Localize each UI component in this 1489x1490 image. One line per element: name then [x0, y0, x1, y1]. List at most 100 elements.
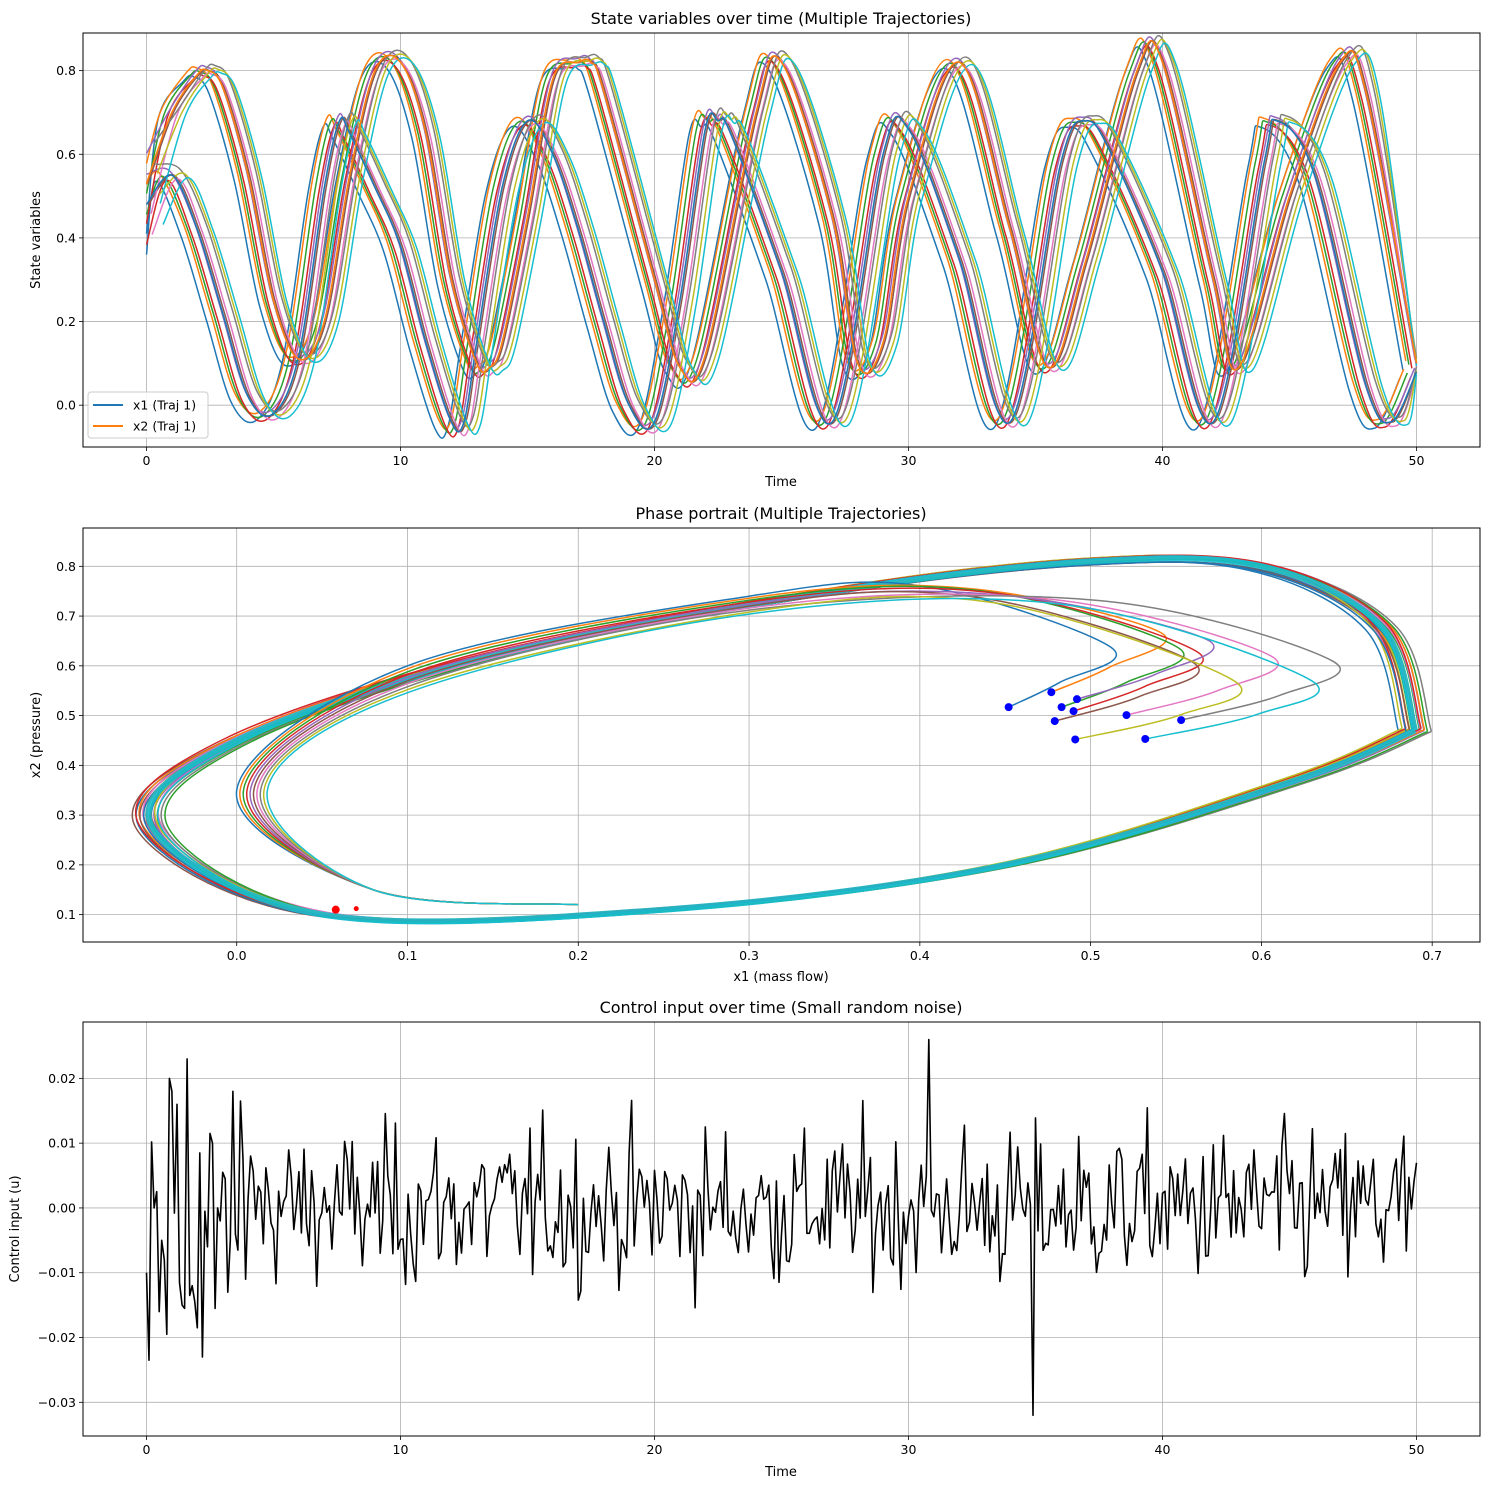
limit-cycle-line [157, 557, 1407, 921]
x-tick-label: 50 [1409, 453, 1425, 468]
x-tick-label: 0 [143, 1442, 151, 1457]
trajectory-2-x1-line [145, 109, 1405, 431]
control-input-chart: Control input over time (Small random no… [8, 998, 1481, 1480]
x-tick-label: 0.6 [1251, 948, 1271, 963]
start-point-marker [1069, 707, 1078, 716]
trajectory-6-transient-line [252, 590, 1200, 906]
trajectory-4-transient-line [246, 587, 1205, 906]
start-point-marker [1047, 688, 1056, 697]
trajectory-10-x1-line [162, 114, 1418, 436]
x2-traj-1-line [145, 39, 1418, 383]
axes-frame [82, 1021, 1481, 1437]
limit-cycle-band [145, 555, 1418, 925]
y-tick-label: 0.01 [48, 1136, 76, 1151]
trajectory-4-x1-line [145, 117, 1412, 438]
legend-label-x1: x1 (Traj 1) [133, 398, 196, 413]
trajectory-3-x1-line [145, 113, 1409, 434]
y-tick-label: 0.3 [56, 808, 76, 823]
start-point-marker [1071, 735, 1080, 744]
trajectory-1-transient-line [235, 581, 1118, 906]
y-tick-label: 0.8 [56, 63, 76, 78]
y-tick-label: 0.4 [56, 758, 76, 773]
y-tick-label: 0.8 [56, 559, 76, 574]
limit-cycle-line [138, 557, 1426, 921]
limit-cycle-line [145, 557, 1418, 921]
limit-cycle-line [160, 558, 1417, 924]
y-tick-label: 0.2 [56, 857, 76, 872]
control-input-line [145, 1038, 1418, 1417]
x-tick-label: 0.3 [739, 948, 759, 963]
y-tick-label: 0.6 [56, 147, 76, 162]
x-axis-label: Time [764, 1465, 797, 1480]
y-axis-label: State variables [29, 191, 44, 289]
limit-cycle-line [145, 555, 1425, 925]
y-tick-label: 0.6 [56, 658, 76, 673]
limit-cycle-line [145, 558, 1433, 924]
x-tick-label: 0.0 [227, 948, 247, 963]
start-point-marker [1057, 703, 1066, 712]
y-tick-label: 0.7 [56, 609, 76, 624]
x-tick-label: 0.5 [1081, 948, 1101, 963]
y-tick-label: 0.00 [48, 1200, 76, 1215]
x-tick-label: 0.1 [398, 948, 418, 963]
x-axis-label: x1 (mass flow) [733, 970, 828, 985]
limit-cycle-line [153, 557, 1411, 921]
y-tick-label: −0.03 [38, 1395, 76, 1410]
x-tick-label: 20 [647, 453, 663, 468]
x-tick-label: 40 [1155, 453, 1171, 468]
limit-cycle-line [153, 555, 1418, 925]
grid [83, 1022, 1480, 1436]
trajectory-9-x1-line [158, 111, 1418, 432]
start-point-marker [1004, 703, 1013, 712]
trajectory-7-transient-line [256, 593, 1279, 906]
trajectory-9-transient-line [263, 595, 1243, 906]
plot-lines [145, 34, 1418, 439]
x-tick-label: 40 [1155, 1442, 1171, 1457]
tick-labels: 0.0 0.1 0.2 0.3 0.4 0.5 0.6 0.7 0.1 0.2 0.3 0.4 0.5 0… [56, 559, 1442, 963]
y-tick-label: −0.01 [38, 1265, 76, 1280]
y-tick-label: 0.0 [56, 398, 76, 413]
limit-cycle-line [149, 558, 1429, 924]
x-tick-label: 0.7 [1422, 948, 1442, 963]
chart-title: State variables over time (Multiple Traj… [591, 9, 972, 28]
limit-cycle-line [164, 558, 1414, 924]
plot-lines [131, 554, 1433, 925]
y-tick-label: 0.5 [56, 708, 76, 723]
trajectory-10-x2-line [159, 42, 1418, 386]
x-axis-label: Time [764, 475, 797, 490]
tick-labels: 0 10 20 30 40 50 −0.03 −0.02 −0.01 0.00 0.01 0.02 [38, 1071, 1425, 1457]
x-tick-label: 50 [1409, 1442, 1425, 1457]
start-point-marker [1050, 717, 1059, 726]
y-tick-label: −0.02 [38, 1330, 76, 1345]
tick-labels: 0 10 20 30 40 50 0.0 0.2 0.4 0.6 0.8 [56, 63, 1424, 468]
trajectory-6-x2-line [147, 39, 1418, 383]
x-tick-label: 20 [647, 1442, 663, 1457]
x-tick-label: 0.4 [910, 948, 930, 963]
x1-traj-1-line [145, 112, 1418, 433]
end-point-marker [353, 906, 359, 912]
start-point-marker [1122, 711, 1131, 720]
x-tick-label: 0 [143, 453, 151, 468]
state-variables-chart: State variables over time (Multiple Traj… [29, 9, 1481, 490]
x-tick-label: 30 [901, 453, 917, 468]
x-tick-label: 10 [393, 453, 409, 468]
trajectory-5-x1-line [146, 108, 1416, 429]
axes-frame [82, 527, 1481, 943]
start-point-marker [1072, 695, 1081, 704]
y-tick-label: 0.4 [56, 230, 76, 245]
y-tick-label: 0.2 [56, 314, 76, 329]
start-point-marker [1141, 734, 1150, 743]
trajectory-7-x1-line [151, 116, 1418, 437]
x-tick-label: 30 [901, 1442, 917, 1457]
trajectory-1-x1-line [145, 118, 1401, 439]
trajectory-5-transient-line [249, 590, 1215, 906]
start-point-marker [1177, 716, 1186, 725]
legend-label-x2: x2 (Traj 1) [133, 419, 196, 434]
end-point-marker [331, 905, 340, 914]
trajectory-8-x1-line [155, 107, 1418, 428]
y-axis-label: x2 (pressure) [29, 692, 44, 778]
chart-title: Phase portrait (Multiple Trajectories) [635, 504, 926, 523]
x-tick-label: 0.2 [568, 948, 588, 963]
y-tick-label: 0.1 [56, 907, 76, 922]
